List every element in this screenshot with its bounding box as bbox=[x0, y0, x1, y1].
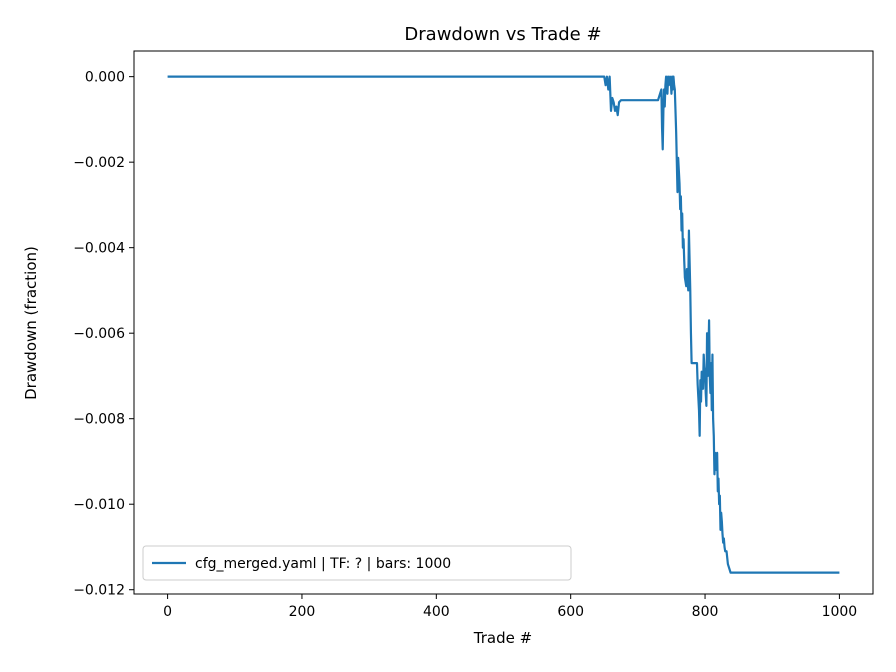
chart-title: Drawdown vs Trade # bbox=[404, 24, 601, 45]
series-line-0 bbox=[167, 75, 840, 574]
y-tick-label: −0.004 bbox=[73, 241, 125, 257]
x-tick-label: 400 bbox=[423, 604, 450, 620]
y-tick-label: −0.002 bbox=[73, 155, 125, 171]
legend: cfg_merged.yaml | TF: ? | bars: 1000 bbox=[142, 545, 572, 581]
x-tick-label: 1000 bbox=[822, 604, 858, 620]
y-axis-label: Drawdown (fraction) bbox=[22, 246, 40, 400]
y-tick-label: 0.000 bbox=[85, 70, 125, 86]
legend-series-label: cfg_merged.yaml | TF: ? | bars: 1000 bbox=[195, 556, 451, 572]
plot-area bbox=[167, 75, 840, 574]
plot-frame bbox=[133, 50, 874, 595]
x-axis: 0 200 400 600 800 1000 bbox=[163, 594, 857, 620]
x-tick-label: 800 bbox=[692, 604, 719, 620]
x-tick-label: 600 bbox=[557, 604, 584, 620]
y-tick-label: −0.006 bbox=[73, 326, 125, 342]
y-axis: 0.000 −0.002 −0.004 −0.006 −0.008 −0.010 −0.01… bbox=[73, 70, 134, 599]
legend-box bbox=[142, 545, 572, 581]
y-tick-label: −0.008 bbox=[73, 412, 125, 428]
y-tick-label: −0.010 bbox=[73, 497, 125, 513]
y-tick-label: −0.012 bbox=[73, 583, 125, 599]
x-tick-label: 0 bbox=[163, 604, 172, 620]
x-axis-label: Trade # bbox=[473, 629, 532, 647]
x-tick-label: 200 bbox=[289, 604, 316, 620]
